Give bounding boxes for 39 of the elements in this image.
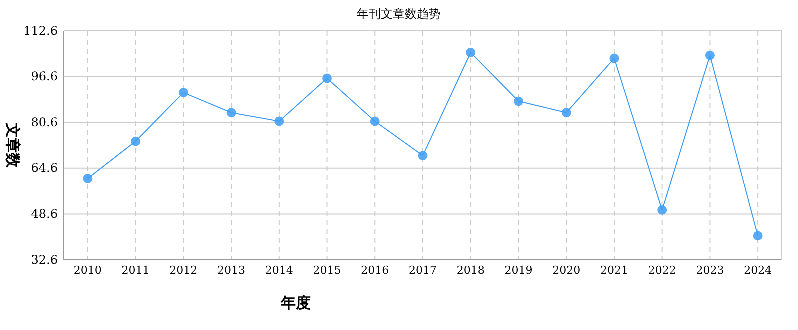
chart-title: 年刊文章数趋势 <box>357 7 441 21</box>
y-tick-label: 48.6 <box>31 207 58 222</box>
x-tick-label: 2021 <box>600 264 628 277</box>
point <box>753 231 763 241</box>
x-tick-label: 2017 <box>409 264 437 277</box>
point <box>131 136 141 146</box>
point <box>658 205 668 215</box>
y-tick-label: 32.6 <box>31 252 58 267</box>
x-tick-label: 2019 <box>504 264 533 277</box>
x-tick-label: 2023 <box>696 264 724 277</box>
x-tick-label: 2011 <box>122 264 150 277</box>
point <box>178 88 188 98</box>
y-tick-label: 112.6 <box>24 24 58 38</box>
point <box>322 74 332 84</box>
x-tick-label: 2018 <box>456 264 485 277</box>
point <box>466 48 476 58</box>
x-tick-label: 2012 <box>170 264 198 277</box>
point <box>705 50 715 60</box>
y-tick-label: 64.6 <box>31 161 58 176</box>
point <box>226 108 236 118</box>
x-tick-label: 2014 <box>265 264 294 277</box>
point <box>274 116 284 126</box>
point <box>514 96 524 106</box>
point <box>562 108 572 118</box>
y-tick-label: 96.6 <box>31 70 58 84</box>
point <box>370 116 380 126</box>
point <box>83 174 93 184</box>
x-tick-label: 2013 <box>218 264 246 277</box>
x-axis-title: 年度 <box>280 294 311 312</box>
x-tick-label: 2015 <box>313 264 342 277</box>
x-tick-label: 2016 <box>361 264 390 277</box>
x-tick-label: 2022 <box>648 264 676 277</box>
point <box>610 54 620 64</box>
x-tick-label: 2024 <box>744 264 772 277</box>
y-axis-title: 文章数 <box>4 122 22 169</box>
point <box>418 151 428 161</box>
x-tick-label: 2020 <box>552 264 581 277</box>
x-tick-label: 2010 <box>74 264 102 277</box>
y-tick-label: 80.6 <box>31 115 58 130</box>
